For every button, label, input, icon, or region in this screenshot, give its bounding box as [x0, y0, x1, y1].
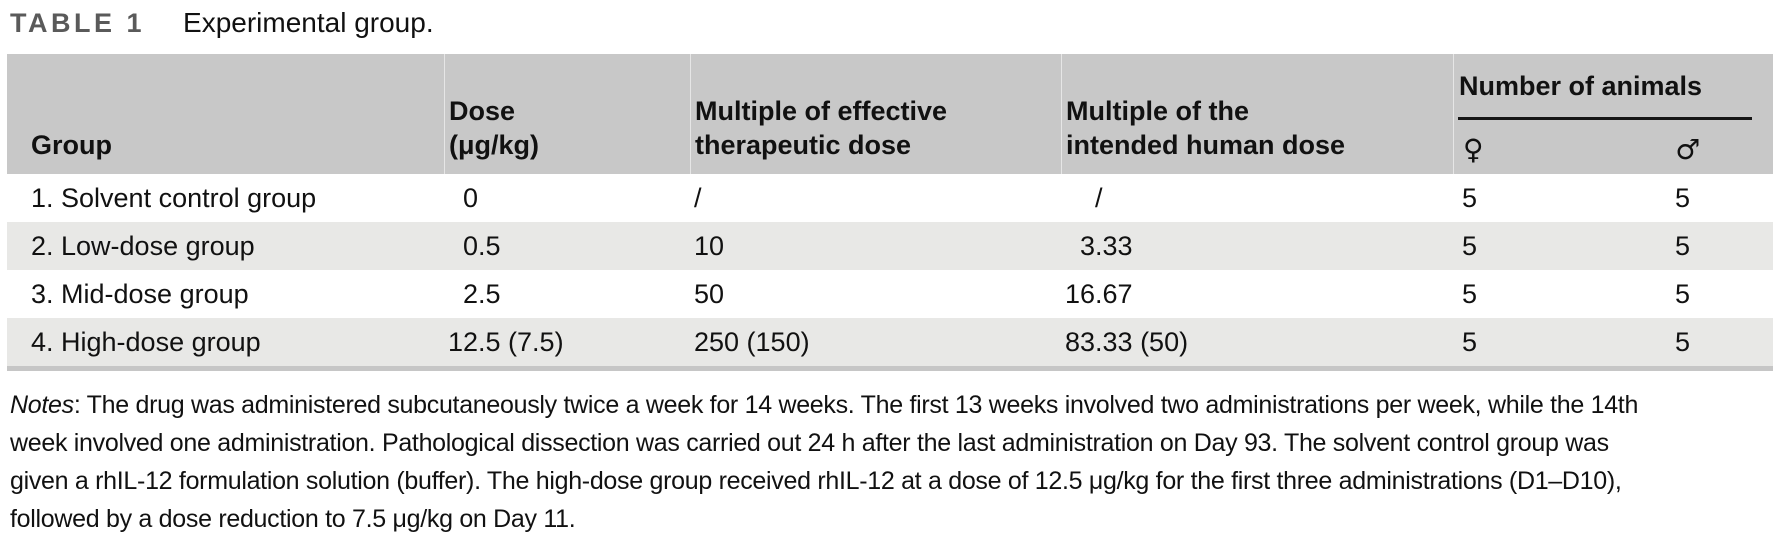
animals-header-rule	[1458, 117, 1752, 120]
column-header-effective-line2: therapeutic dose	[695, 130, 912, 160]
table-caption: TABLE 1 Experimental group.	[10, 7, 1780, 45]
cell-effective-multiple: 10	[694, 230, 725, 261]
male-symbol: ♂	[1675, 133, 1701, 166]
cell-female-count: 5	[1462, 182, 1478, 213]
notes-label: Notes	[10, 391, 74, 419]
cell-human-multiple: /	[1095, 182, 1103, 213]
column-header-dose: Dose (μg/kg)	[444, 54, 690, 174]
table-row: 2. Low-dose group 0.5 10 3.33 5 5	[7, 222, 1773, 270]
cell-dose: 0.5	[463, 230, 501, 261]
female-symbol: ♀	[1463, 133, 1484, 166]
cell-group: 3. Mid-dose group	[31, 278, 249, 309]
cell-female-count: 5	[1462, 230, 1478, 261]
notes-line: given a rhIL-12 formulation solution (bu…	[10, 467, 1622, 495]
cell-human-multiple: 83.33 (50)	[1065, 326, 1189, 357]
table-row: 1. Solvent control group 0 / / 5 5	[7, 174, 1773, 222]
cell-male-count: 5	[1675, 278, 1691, 309]
column-header-group: Group	[7, 54, 444, 174]
table-title: Experimental group.	[183, 7, 434, 38]
column-header-human-line1: Multiple of the	[1066, 96, 1249, 126]
column-header-human-line2: intended human dose	[1066, 130, 1346, 160]
notes-line: Notes: The drug was administered subcuta…	[10, 386, 1780, 424]
sex-subheader-row: ♀ ♂	[1454, 120, 1773, 174]
cell-effective-multiple: /	[694, 182, 702, 213]
cell-female-count: 5	[1462, 326, 1478, 357]
cell-human-multiple: 3.33	[1080, 230, 1133, 261]
table-number-label: TABLE 1	[10, 8, 146, 38]
table-row: 3. Mid-dose group 2.5 50 16.67 5 5	[7, 270, 1773, 318]
cell-effective-multiple: 50	[694, 278, 725, 309]
column-header-effective-line1: Multiple of effective	[695, 96, 948, 126]
cell-group: 4. High-dose group	[31, 326, 261, 357]
column-header-dose-line1: Dose	[449, 96, 516, 126]
table-bottom-border	[7, 366, 1773, 371]
table-notes: Notes: The drug was administered subcuta…	[10, 386, 1780, 538]
experimental-group-table: Group Dose (μg/kg) Multiple of effective…	[7, 54, 1773, 371]
cell-dose: 2.5	[463, 278, 501, 309]
column-header-human-dose: Multiple of the intended human dose	[1061, 54, 1453, 174]
column-header-dose-line2: (μg/kg)	[449, 130, 540, 160]
column-header-group-label: Group	[31, 130, 112, 160]
cell-dose: 12.5 (7.5)	[448, 326, 564, 357]
cell-female-count: 5	[1462, 278, 1478, 309]
cell-group: 2. Low-dose group	[31, 230, 255, 261]
cell-male-count: 5	[1675, 182, 1691, 213]
cell-dose: 0	[463, 182, 479, 213]
notes-line-text: : The drug was administered subcutaneous…	[73, 391, 1639, 419]
notes-line: followed by a dose reduction to 7.5 μg/k…	[10, 505, 576, 533]
cell-group: 1. Solvent control group	[31, 182, 317, 213]
cell-male-count: 5	[1675, 230, 1691, 261]
cell-male-count: 5	[1675, 326, 1691, 357]
table-row: 4. High-dose group 12.5 (7.5) 250 (150) …	[7, 318, 1773, 366]
cell-human-multiple: 16.67	[1065, 278, 1133, 309]
table-header-row: Group Dose (μg/kg) Multiple of effective…	[7, 54, 1773, 174]
column-header-effective-dose: Multiple of effective therapeutic dose	[690, 54, 1061, 174]
notes-line: week involved one administration. Pathol…	[10, 429, 1609, 457]
cell-effective-multiple: 250 (150)	[694, 326, 810, 357]
column-group-number-of-animals: Number of animals ♀ ♂	[1453, 54, 1773, 174]
animals-group-header: Number of animals	[1459, 71, 1703, 101]
